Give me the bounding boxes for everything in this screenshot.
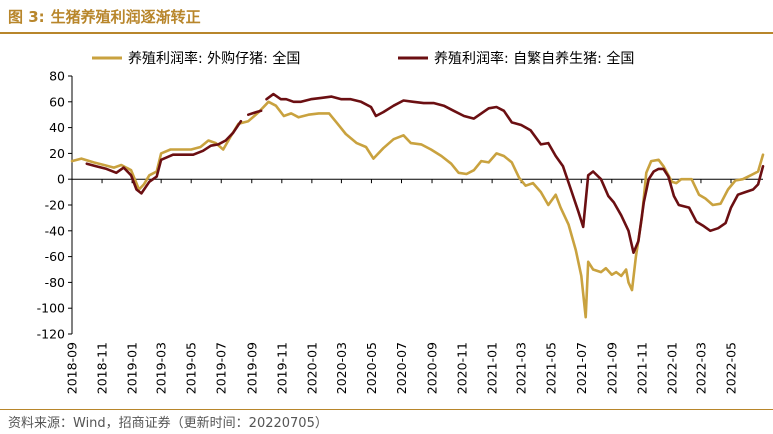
source-note: 资料来源：Wind，招商证券（更新时间：20220705） <box>8 416 328 431</box>
y-tick-label: -60 <box>45 249 65 264</box>
x-tick-label: 2021-11 <box>634 342 649 394</box>
source-divider <box>0 409 773 410</box>
x-tick-label: 2020-11 <box>455 342 470 394</box>
x-tick-label: 2022-05 <box>723 342 738 394</box>
x-tick-label: 2020-01 <box>304 342 319 394</box>
y-tick-label: -20 <box>45 198 65 213</box>
x-tick-label: 2019-09 <box>244 342 259 394</box>
y-tick-label: 80 <box>49 69 65 84</box>
series-line-purchased-piglets <box>70 100 765 319</box>
x-tick-label: 2021-03 <box>514 342 529 394</box>
line-chart: -120 -100 -80 -60 -40 -20 0 20 40 60 80 2018-09 2018… <box>37 50 765 394</box>
y-tick-label: -120 <box>37 327 65 342</box>
y-tick-label: 20 <box>49 146 65 161</box>
y-tick-label: 0 <box>57 172 65 187</box>
legend-item-purchased-piglets: 养殖利润率: 外购仔猪: 全国 <box>128 50 300 67</box>
legend-item-self-breeding: 养殖利润率: 自繁自养生猪: 全国 <box>434 50 634 67</box>
x-tick-label: 2020-09 <box>425 342 440 394</box>
x-tick-label: 2019-01 <box>125 342 140 394</box>
x-tick-label: 2021-01 <box>485 342 500 394</box>
x-tick-label: 2019-05 <box>184 342 199 394</box>
x-tick-label: 2018-09 <box>65 342 80 394</box>
figure-title-text: 生猪养殖利润逐渐转正 <box>50 8 201 26</box>
x-tick-label: 2021-05 <box>544 342 559 394</box>
y-tick-label: -40 <box>45 223 65 238</box>
x-tick-label: 2021-07 <box>574 342 589 394</box>
x-tick-label: 2022-03 <box>693 342 708 394</box>
x-tick-label: 2022-01 <box>664 342 679 394</box>
x-tick-label: 2018-11 <box>95 342 110 394</box>
x-tick-label: 2019-11 <box>274 342 289 394</box>
series-line-self-breeding <box>85 119 243 195</box>
y-tick-label: -80 <box>45 275 65 290</box>
x-tick-label: 2019-07 <box>214 342 229 394</box>
series-line-self-breeding <box>265 92 765 254</box>
title-divider <box>0 32 773 34</box>
series-line-self-breeding <box>247 109 263 116</box>
x-tick-label: 2021-09 <box>604 342 619 394</box>
figure-label: 图 3: <box>8 8 45 26</box>
y-tick-label: -100 <box>37 301 65 316</box>
x-tick-label: 2020-07 <box>394 342 409 394</box>
figure-title: 图 3: 生猪养殖利润逐渐转正 <box>8 6 207 27</box>
x-tick-label: 2019-03 <box>154 342 169 394</box>
y-tick-label: 60 <box>49 94 65 109</box>
x-tick-label: 2020-03 <box>334 342 349 394</box>
y-tick-label: 40 <box>49 120 65 135</box>
x-tick-label: 2020-05 <box>364 342 379 394</box>
